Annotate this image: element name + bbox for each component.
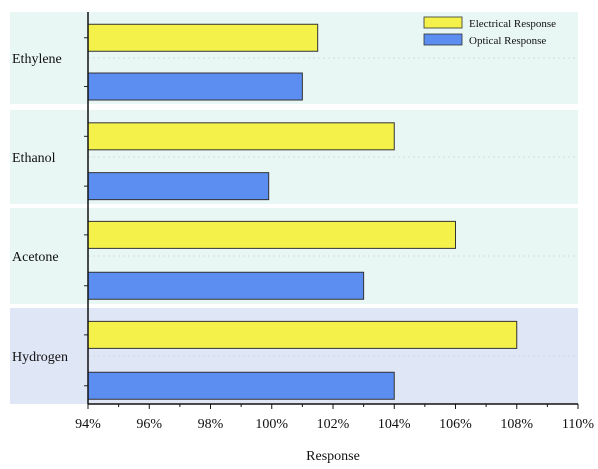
legend: Electrical Response Optical Response (423, 16, 556, 47)
x-tick-label: 106% (439, 417, 472, 432)
legend-label-electrical: Electrical Response (469, 18, 556, 30)
bar-ethylene-optical (87, 72, 303, 101)
category-label-hydrogen: Hydrogen (12, 350, 68, 365)
bars-group (87, 23, 518, 400)
x-tick-label: 96% (136, 417, 162, 432)
bar-ethylene-electrical (87, 23, 319, 52)
x-tick-label: 104% (378, 417, 411, 432)
x-tick-label: 108% (500, 417, 533, 432)
x-tick-label: 100% (255, 417, 288, 432)
category-label-acetone: Acetone (12, 250, 59, 265)
category-separators (88, 57, 578, 357)
bar-ethanol-electrical (87, 122, 395, 151)
category-label-ethanol: Ethanol (12, 151, 56, 166)
x-tick-labels: 94% 96% 98% 100% 102% 104% 106% 108% 110% (75, 417, 594, 432)
x-axis-title: Response (306, 449, 360, 464)
bar-acetone-optical (87, 271, 365, 300)
legend-label-optical: Optical Response (469, 35, 546, 47)
category-labels: Ethylene Ethanol Acetone Hydrogen (12, 52, 68, 365)
x-tick-label: 98% (198, 417, 224, 432)
axes-group (84, 12, 579, 409)
x-tick-label: 110% (562, 417, 594, 432)
bar-acetone-electrical (87, 220, 456, 249)
legend-swatch-optical (423, 33, 463, 46)
category-label-ethylene: Ethylene (12, 52, 62, 67)
bar-hydrogen-electrical (87, 320, 518, 349)
bar-hydrogen-optical (87, 371, 395, 400)
bar-ethanol-optical (87, 172, 270, 201)
x-tick-label: 94% (75, 417, 101, 432)
x-tick-label: 102% (317, 417, 350, 432)
legend-swatch-electrical (423, 16, 463, 29)
